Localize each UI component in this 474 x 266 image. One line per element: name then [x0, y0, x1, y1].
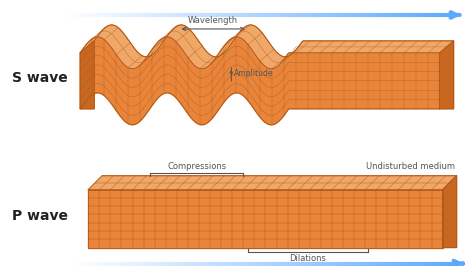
Polygon shape [88, 190, 443, 248]
Text: S wave: S wave [12, 71, 68, 85]
Polygon shape [88, 176, 456, 190]
Polygon shape [443, 176, 456, 248]
Text: Undisturbed medium: Undisturbed medium [365, 162, 455, 171]
Polygon shape [80, 25, 454, 69]
Text: P wave: P wave [12, 209, 68, 223]
Polygon shape [440, 41, 454, 109]
Polygon shape [80, 41, 94, 109]
Text: Dilations: Dilations [290, 253, 326, 263]
Text: Amplitude: Amplitude [234, 69, 273, 78]
Text: Wavelength: Wavelength [188, 16, 238, 25]
Polygon shape [80, 37, 440, 125]
Text: Compressions: Compressions [167, 162, 226, 171]
